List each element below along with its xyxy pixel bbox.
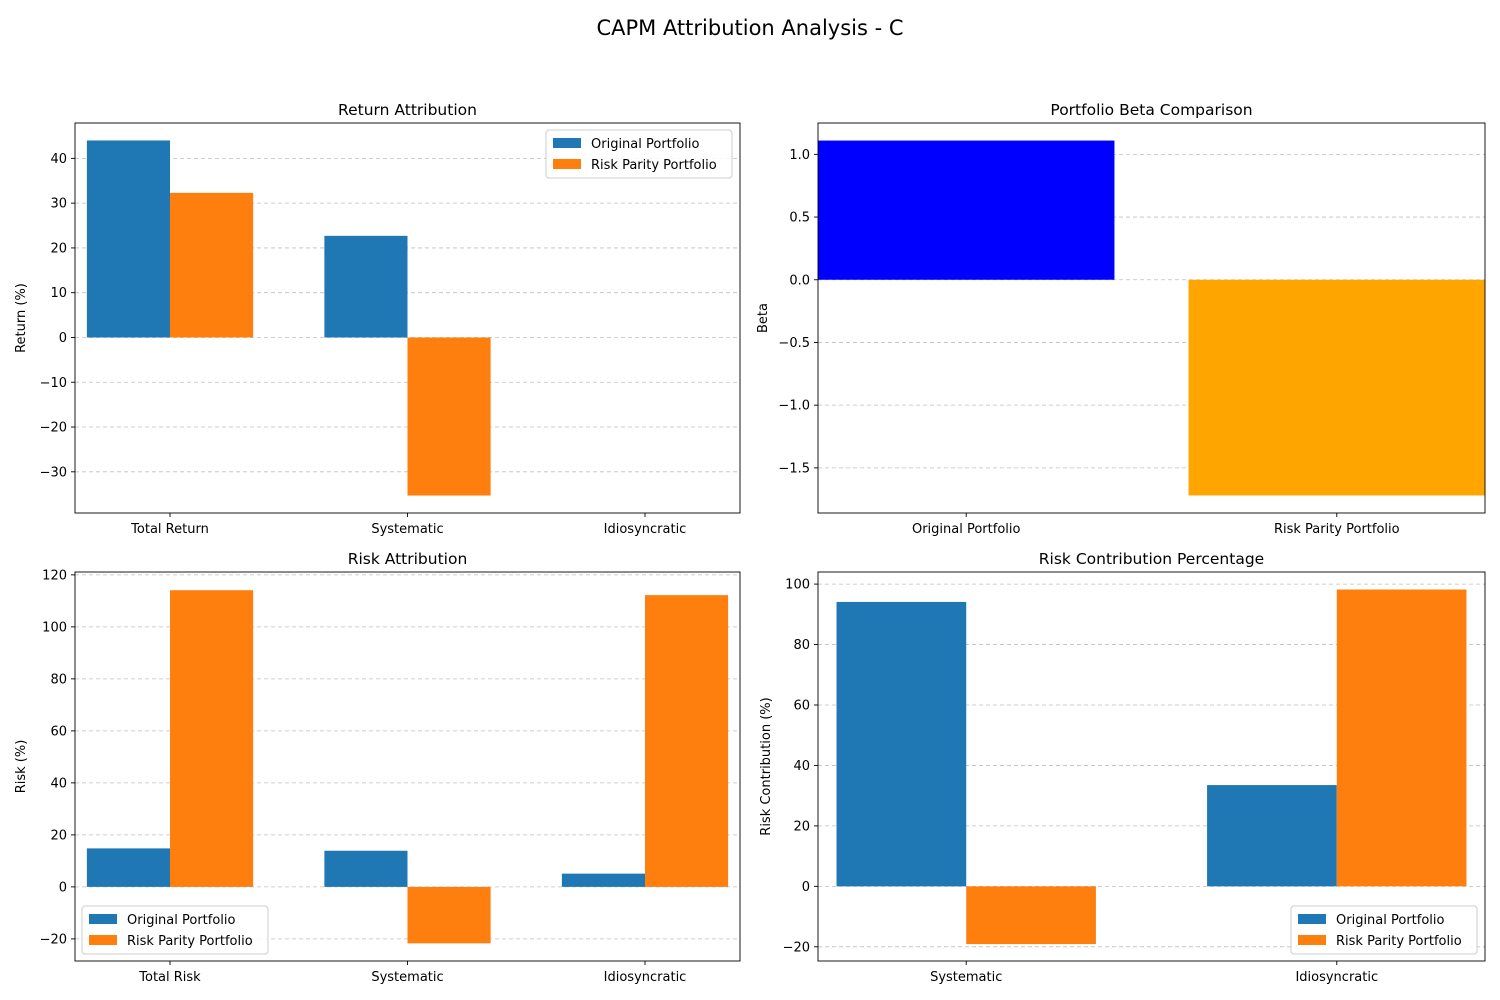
chart-title: Risk Contribution Percentage [1039,550,1264,568]
legend-box [81,905,269,955]
legend-label-risk-parity-portfolio: Risk Parity Portfolio [1336,934,1462,949]
bar-risk-parity-portfolio-idiosyncratic [1336,589,1467,887]
y-axis-label: Risk Contribution (%) [759,697,774,835]
legend-label-original-portfolio: Original Portfolio [591,137,700,152]
y-tick-label: 30 [50,197,67,212]
bar-original-portfolio [818,140,1115,280]
y-tick-label: 0.0 [789,273,810,288]
legend-swatch-risk-parity-portfolio [1298,935,1326,945]
y-tick-label: 10 [50,286,67,301]
x-tick-label: Total Return [130,522,209,537]
y-tick-label: 0 [59,331,67,346]
y-tick-label: 100 [785,578,810,593]
y-tick-label: 40 [793,759,810,774]
y-tick-label: −1.5 [778,461,810,476]
bar-original-portfolio-systematic [836,601,967,887]
y-tick-label: 40 [50,776,67,791]
bar-original-portfolio-idiosyncratic [1207,785,1337,887]
y-tick-label: 20 [50,241,67,256]
x-tick-label: Risk Parity Portfolio [1274,522,1400,537]
y-tick-label: 20 [793,819,810,834]
y-tick-label: 60 [793,698,810,713]
y-tick-label: −20 [40,932,67,947]
y-axis-label: Risk (%) [14,740,29,794]
chart-title: Portfolio Beta Comparison [1050,101,1252,119]
plot-frame [817,571,1486,962]
legend: Original Portfolio Risk Parity Portfolio [81,905,269,955]
y-axis-label: Beta [756,303,771,333]
x-tick-label: Systematic [930,970,1002,985]
bar-risk-parity-portfolio-systematic [407,886,491,944]
y-tick-label: 120 [42,568,67,583]
legend-label-risk-parity-portfolio: Risk Parity Portfolio [127,934,253,949]
y-axis-label: Return (%) [14,283,29,353]
y-tick-label: 100 [42,620,67,635]
legend-swatch-original-portfolio [553,138,581,148]
bar-risk-parity-portfolio [1188,279,1485,496]
legend-label-original-portfolio: Original Portfolio [1336,913,1445,928]
bar-original-portfolio-systematic [324,850,408,887]
bar-original-portfolio-systematic [324,235,408,338]
legend-swatch-original-portfolio [1298,914,1326,924]
plot-frame [817,122,1486,514]
y-tick-label: 0.5 [789,211,810,226]
legend-swatch-original-portfolio [89,914,117,924]
bar-original-portfolio-total-return [86,140,170,338]
y-tick-label: 0 [59,880,67,895]
y-tick-label: −10 [40,376,67,391]
legend-label-original-portfolio: Original Portfolio [127,913,236,928]
y-tick-label: −0.5 [778,336,810,351]
x-tick-label: Total Risk [138,970,201,985]
chart-title: Return Attribution [338,101,477,119]
legend-box [545,129,733,179]
y-tick-label: 80 [50,672,67,687]
y-tick-label: −30 [40,465,67,480]
bar-risk-parity-portfolio-systematic [966,886,1096,945]
legend-box [1290,905,1478,955]
y-tick-label: 60 [50,724,67,739]
legend: Original Portfolio Risk Parity Portfolio [1290,905,1478,955]
y-tick-label: 80 [793,638,810,653]
x-tick-label: Original Portfolio [912,522,1021,537]
y-tick-label: −20 [783,940,810,955]
x-tick-label: Systematic [371,522,443,537]
bar-risk-parity-portfolio-total-return [170,192,254,338]
x-tick-label: Systematic [371,970,443,985]
x-tick-label: Idiosyncratic [1295,970,1378,985]
bar-risk-parity-portfolio-systematic [407,337,491,496]
y-tick-label: 20 [50,828,67,843]
x-tick-label: Idiosyncratic [604,522,687,537]
legend-swatch-risk-parity-portfolio [553,159,581,169]
y-tick-label: −1.0 [778,399,810,414]
y-tick-label: 1.0 [789,148,810,163]
legend: Original Portfolio Risk Parity Portfolio [545,129,733,179]
figure-title: CAPM Attribution Analysis - C [596,16,904,40]
bar-risk-parity-portfolio-idiosyncratic [645,595,729,887]
bar-original-portfolio-idiosyncratic [561,873,645,887]
legend-swatch-risk-parity-portfolio [89,935,117,945]
bar-original-portfolio-total-risk [86,848,170,887]
x-tick-label: Idiosyncratic [604,970,687,985]
y-tick-label: 0 [802,880,810,895]
chart-title: Risk Attribution [348,550,468,568]
y-tick-label: −20 [40,421,67,436]
bar-risk-parity-portfolio-total-risk [170,590,254,887]
legend-label-risk-parity-portfolio: Risk Parity Portfolio [591,158,717,173]
y-tick-label: 40 [50,152,67,167]
